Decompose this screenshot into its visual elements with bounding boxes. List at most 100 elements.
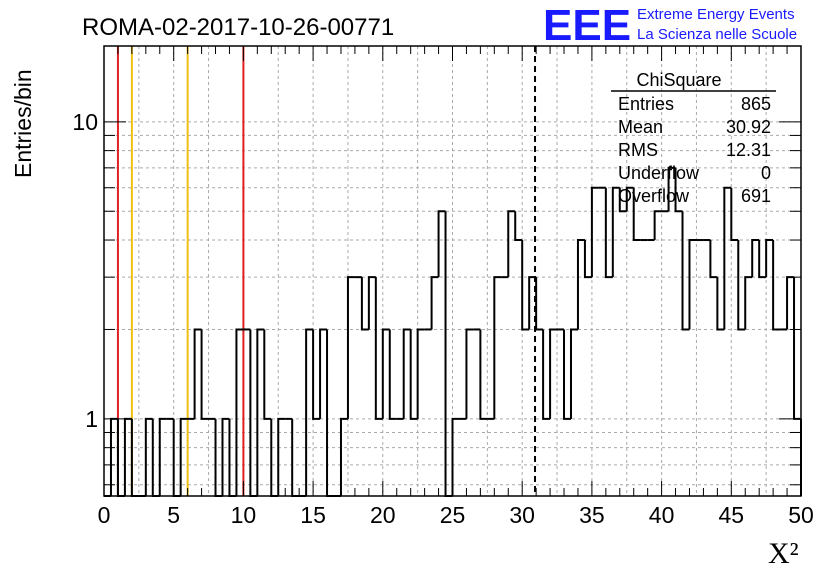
histogram-bin xyxy=(430,276,439,330)
histogram-bin xyxy=(667,166,676,212)
histogram-bin xyxy=(583,240,592,279)
histogram-bin xyxy=(681,211,690,331)
logo-line2: La Scienza nelle Scuole xyxy=(637,26,797,43)
histogram-bin xyxy=(326,329,335,497)
histogram-bin xyxy=(611,186,620,278)
histogram-bin xyxy=(716,277,725,331)
histogram-bin xyxy=(374,277,383,420)
histogram-bin xyxy=(312,329,321,420)
histogram-bin xyxy=(737,240,746,331)
stats-label: Underflow xyxy=(618,163,700,183)
histogram-bin xyxy=(751,239,760,278)
histogram-bin xyxy=(221,417,230,496)
x-axis-label: X² xyxy=(768,537,799,570)
histogram-bin xyxy=(688,239,697,330)
histogram-bin xyxy=(339,417,348,496)
x-tick-label: 30 xyxy=(509,502,535,528)
y-tick-label: 10 xyxy=(72,109,98,135)
histogram-bin xyxy=(144,417,153,496)
histogram-bin xyxy=(528,276,537,330)
histogram-bin xyxy=(235,328,244,496)
histogram-bin xyxy=(744,276,753,330)
histogram-bin xyxy=(514,211,523,242)
histogram-bin xyxy=(409,329,418,420)
stats-label: Overflow xyxy=(618,186,690,206)
y-tick-label: 1 xyxy=(85,406,98,432)
histogram-bin xyxy=(653,210,662,241)
stats-label: RMS xyxy=(618,140,658,160)
histogram-bin xyxy=(793,277,801,420)
logo-line1: Extreme Energy Events xyxy=(637,6,795,23)
histogram-bin xyxy=(319,328,328,419)
histogram-bin xyxy=(493,276,502,419)
x-tick-label: 5 xyxy=(167,502,180,528)
histogram-bin xyxy=(277,417,286,496)
histogram-bin xyxy=(402,328,411,419)
histogram-bin xyxy=(758,240,767,279)
histogram-bin xyxy=(563,329,571,420)
histogram-bin xyxy=(200,329,209,420)
stats-label: Entries xyxy=(618,94,674,114)
histogram-bin xyxy=(158,417,167,496)
x-tick-label: 35 xyxy=(579,502,605,528)
stats-title: ChiSquare xyxy=(636,70,721,90)
x-tick-label: 20 xyxy=(370,502,396,528)
histogram-bin xyxy=(465,328,474,419)
histogram-bin xyxy=(542,329,551,420)
histogram-bin xyxy=(249,329,258,497)
histogram-bin xyxy=(507,210,516,278)
x-tick-label: 25 xyxy=(440,502,466,528)
histogram-bin xyxy=(305,328,314,496)
histogram-bin xyxy=(632,187,641,242)
histogram-bin xyxy=(569,328,578,419)
histogram-bin xyxy=(179,417,188,496)
histogram-bin xyxy=(590,186,599,278)
histogram-bin xyxy=(772,240,781,331)
histogram-bin xyxy=(479,329,488,420)
histogram-bin xyxy=(437,210,446,278)
stats-value: 865 xyxy=(741,94,771,114)
histogram-bin xyxy=(388,329,397,420)
histogram-bin xyxy=(444,211,453,497)
histogram-bin xyxy=(360,277,369,331)
histogram-bin xyxy=(381,328,390,419)
histogram-bars xyxy=(104,166,802,497)
histogram-bin xyxy=(521,240,530,331)
x-tick-label: 50 xyxy=(788,502,814,528)
histogram-bin xyxy=(709,240,718,279)
x-tick-label: 15 xyxy=(300,502,326,528)
stats-value: 30.92 xyxy=(726,117,771,137)
eee-logo: EEE Extreme Energy Events La Scienza nel… xyxy=(543,1,797,50)
histogram-bin xyxy=(625,186,634,212)
histogram-bin xyxy=(263,329,272,420)
axes: 0 5 10 15 20 25 30 35 40 45 50 1 10 xyxy=(72,46,814,528)
stats-value: 12.31 xyxy=(726,140,771,160)
histogram-bin xyxy=(786,276,795,330)
stats-value: 0 xyxy=(761,163,771,183)
histogram-bin xyxy=(451,417,460,496)
histogram-bin xyxy=(618,187,627,213)
histogram-bin xyxy=(256,328,265,496)
histogram-bin xyxy=(604,187,613,279)
eee-logo-mark: EEE xyxy=(543,1,631,50)
histogram-bin xyxy=(193,328,202,419)
chart-title: ROMA-02-2017-10-26-00771 xyxy=(82,14,394,41)
histogram-bin xyxy=(765,239,774,278)
x-tick-label: 40 xyxy=(649,502,675,528)
x-tick-label: 0 xyxy=(98,502,111,528)
histogram-bin xyxy=(549,328,558,419)
histogram-bin xyxy=(576,239,585,330)
stats-rows: Entries 865 Mean 30.92 RMS 12.31 Underflow 0 Ove… xyxy=(618,94,771,206)
x-tick-label: 45 xyxy=(719,502,745,528)
histogram-bin xyxy=(346,276,355,419)
histogram-bin xyxy=(723,186,732,330)
histogram-bin xyxy=(367,276,376,330)
stats-value: 691 xyxy=(741,186,771,206)
histogram-bin xyxy=(674,167,683,213)
stats-label: Mean xyxy=(618,117,663,137)
histogram-bin xyxy=(416,328,425,419)
y-axis-label: Entries/bin xyxy=(10,69,36,178)
stats-box: ChiSquare Entries 865 Mean 30.92 RMS 12.31 Und… xyxy=(611,70,776,206)
x-tick-label: 10 xyxy=(231,502,257,528)
